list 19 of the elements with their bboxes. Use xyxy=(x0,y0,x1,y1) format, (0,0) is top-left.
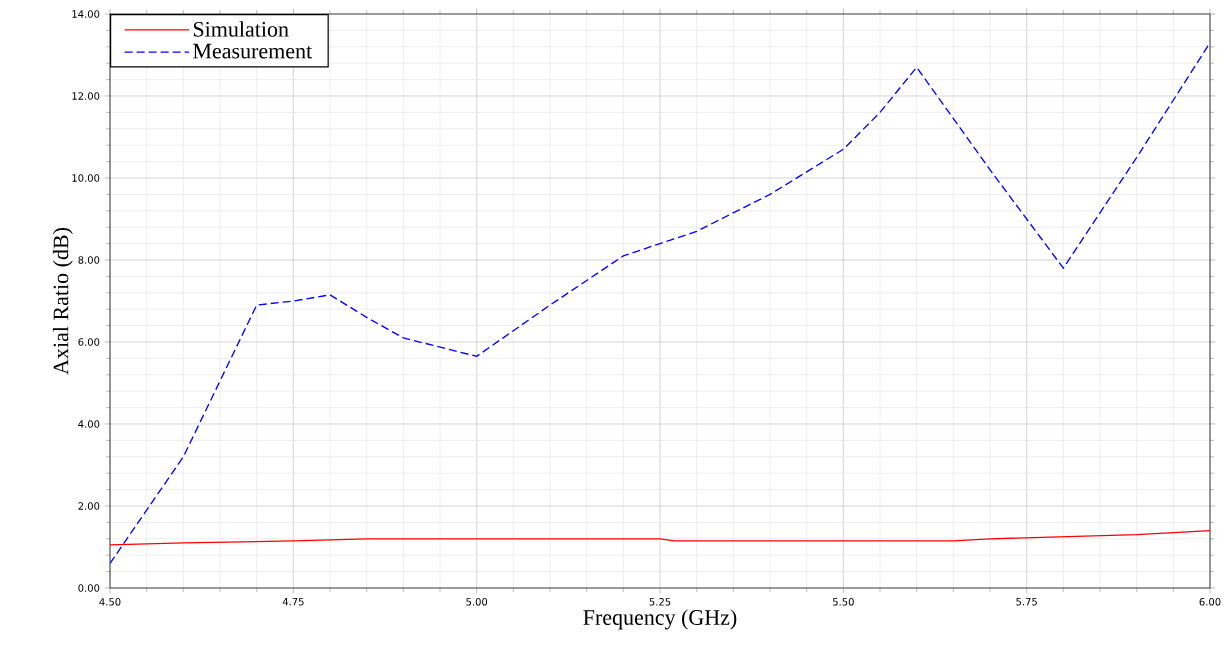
legend-label: Measurement xyxy=(193,43,313,59)
y-tick-label: 0.00 xyxy=(78,584,100,592)
x-tick-label: 4.75 xyxy=(282,598,304,606)
x-tick-label: 4.50 xyxy=(99,598,121,606)
y-tick-label: 10.00 xyxy=(72,174,100,182)
y-axis-title: Axial Ratio (dB) xyxy=(52,228,73,375)
y-tick-label: 2.00 xyxy=(78,502,100,510)
y-tick-label: 14.00 xyxy=(72,10,100,18)
x-tick-label: 6.00 xyxy=(1199,598,1221,606)
legend-label: Simulation xyxy=(193,21,289,37)
x-tick-label: 5.00 xyxy=(466,598,488,606)
x-tick-label: 5.75 xyxy=(1016,598,1037,606)
y-tick-label: 6.00 xyxy=(78,338,100,346)
x-tick-label: 5.50 xyxy=(832,598,854,606)
y-tick-label: 12.00 xyxy=(72,92,100,100)
y-tick-label: 4.00 xyxy=(78,420,100,428)
x-tick-label: 5.25 xyxy=(649,598,671,606)
x-axis-title: Frequency (GHz) xyxy=(583,609,737,630)
y-tick-label: 8.00 xyxy=(78,256,100,264)
